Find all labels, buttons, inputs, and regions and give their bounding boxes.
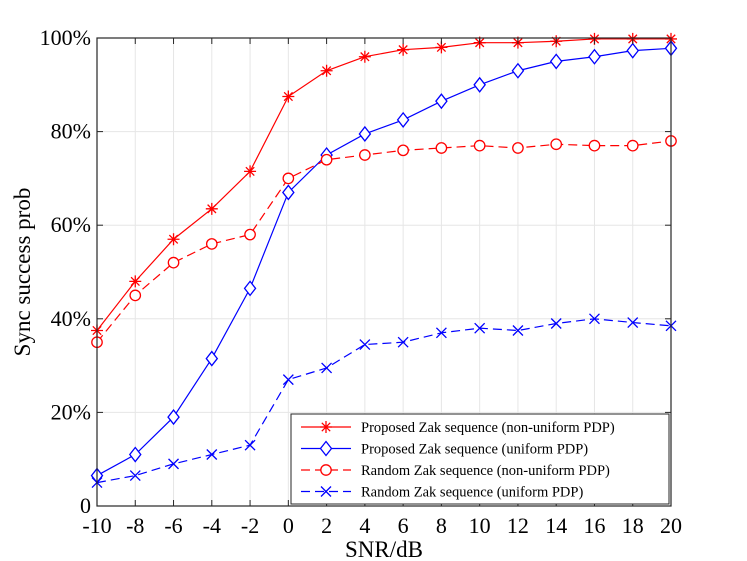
y-tick-label: 20% (51, 399, 91, 424)
legend-marker (319, 440, 333, 457)
data-point (435, 41, 448, 54)
data-point (550, 318, 562, 329)
data-point (282, 90, 295, 103)
series-line (96, 38, 671, 331)
data-point (473, 139, 486, 152)
data-point (512, 142, 524, 154)
series-4 (91, 313, 677, 489)
data-point (435, 142, 448, 154)
legend-entry: Proposed Zak sequence (non-uniform PDP) (301, 420, 615, 436)
legend-box (290, 413, 670, 505)
data-point (473, 76, 486, 93)
data-point (627, 317, 639, 329)
data-point (359, 339, 371, 350)
x-tick-label: 4 (359, 513, 370, 538)
data-point (168, 458, 179, 470)
x-axis-label: SNR/dB (345, 537, 423, 561)
data-point (205, 202, 218, 215)
legend-label: Random Zak sequence (non-uniform PDP) (361, 463, 610, 479)
legend-label: Random Zak sequence (uniform PDP) (361, 485, 583, 501)
x-tick-label: -2 (241, 513, 259, 538)
data-point (396, 111, 410, 128)
data-point (550, 138, 563, 151)
series-line (96, 47, 672, 477)
data-point (128, 446, 142, 463)
x-tick-label: 0 (283, 513, 294, 538)
data-point (435, 327, 447, 339)
data-point (512, 325, 524, 336)
x-tick-label: 18 (622, 513, 644, 538)
y-tick-label: 100% (40, 25, 91, 50)
data-point (320, 64, 333, 77)
y-tick-label: 40% (51, 306, 91, 331)
x-tick-label: 2 (321, 513, 332, 538)
legend-entry: Proposed Zak sequence (uniform PDP) (301, 440, 588, 458)
data-point (244, 439, 256, 451)
series-line (96, 140, 672, 343)
data-point (397, 144, 409, 157)
y-tick-label: 60% (51, 212, 91, 237)
data-point (129, 275, 142, 288)
legend-label: Proposed Zak sequence (non-uniform PDP) (361, 420, 615, 436)
data-point (626, 42, 640, 59)
data-point (549, 53, 563, 70)
data-point (320, 153, 333, 166)
data-point (282, 374, 294, 386)
series-layer (90, 32, 678, 489)
legend-marker (320, 421, 332, 433)
data-point (243, 280, 257, 297)
legend-label: Proposed Zak sequence (uniform PDP) (361, 442, 588, 458)
x-tick-label: -6 (164, 513, 182, 538)
x-tick-label: 8 (436, 513, 447, 538)
data-point (397, 43, 410, 56)
data-point (589, 313, 600, 325)
x-tick-label: 20 (660, 513, 682, 538)
data-point (435, 93, 448, 110)
x-tick-label: 12 (507, 513, 529, 538)
x-tick-label: -10 (82, 513, 111, 538)
data-point (282, 172, 295, 185)
data-point (588, 139, 601, 152)
data-point (358, 50, 371, 63)
series-line (96, 318, 672, 484)
axes-box (96, 37, 672, 507)
data-point (206, 449, 218, 460)
data-point (129, 470, 141, 482)
legend-marker (320, 464, 332, 476)
data-point (244, 228, 256, 241)
y-tick-label: 0 (80, 493, 91, 518)
data-point (167, 256, 180, 269)
data-point (205, 350, 219, 367)
data-point (167, 409, 180, 426)
data-point (358, 125, 372, 142)
data-point (167, 233, 180, 246)
x-tick-label: 16 (583, 513, 605, 538)
data-point (511, 62, 525, 79)
data-point (359, 149, 371, 161)
data-point (282, 184, 295, 201)
data-point (244, 165, 257, 178)
legend-entry: Random Zak sequence (uniform PDP) (301, 485, 583, 501)
x-tick-label: -4 (203, 513, 221, 538)
legend: Proposed Zak sequence (non-uniform PDP) P… (290, 413, 670, 505)
data-point (129, 289, 142, 302)
data-point (588, 48, 601, 65)
data-point (474, 322, 486, 334)
x-tick-label: 6 (398, 513, 409, 538)
axes: -10 -8 -6 -4 -2 0 2 4 6 8 10 12 14 16 18 20 0 20% 40% 60% 80… (40, 25, 682, 538)
legend-marker (320, 486, 332, 497)
data-point (626, 139, 639, 152)
x-tick-label: -8 (126, 513, 144, 538)
legend-entry: Random Zak sequence (non-uniform PDP) (301, 463, 610, 479)
x-tick-label: 10 (469, 513, 491, 538)
data-point (205, 238, 218, 250)
data-point (397, 336, 409, 348)
x-tick-label: 14 (545, 513, 567, 538)
y-tick-label: 80% (51, 119, 91, 144)
y-axis-label: Sync success prob (10, 188, 35, 357)
data-point (321, 362, 333, 374)
